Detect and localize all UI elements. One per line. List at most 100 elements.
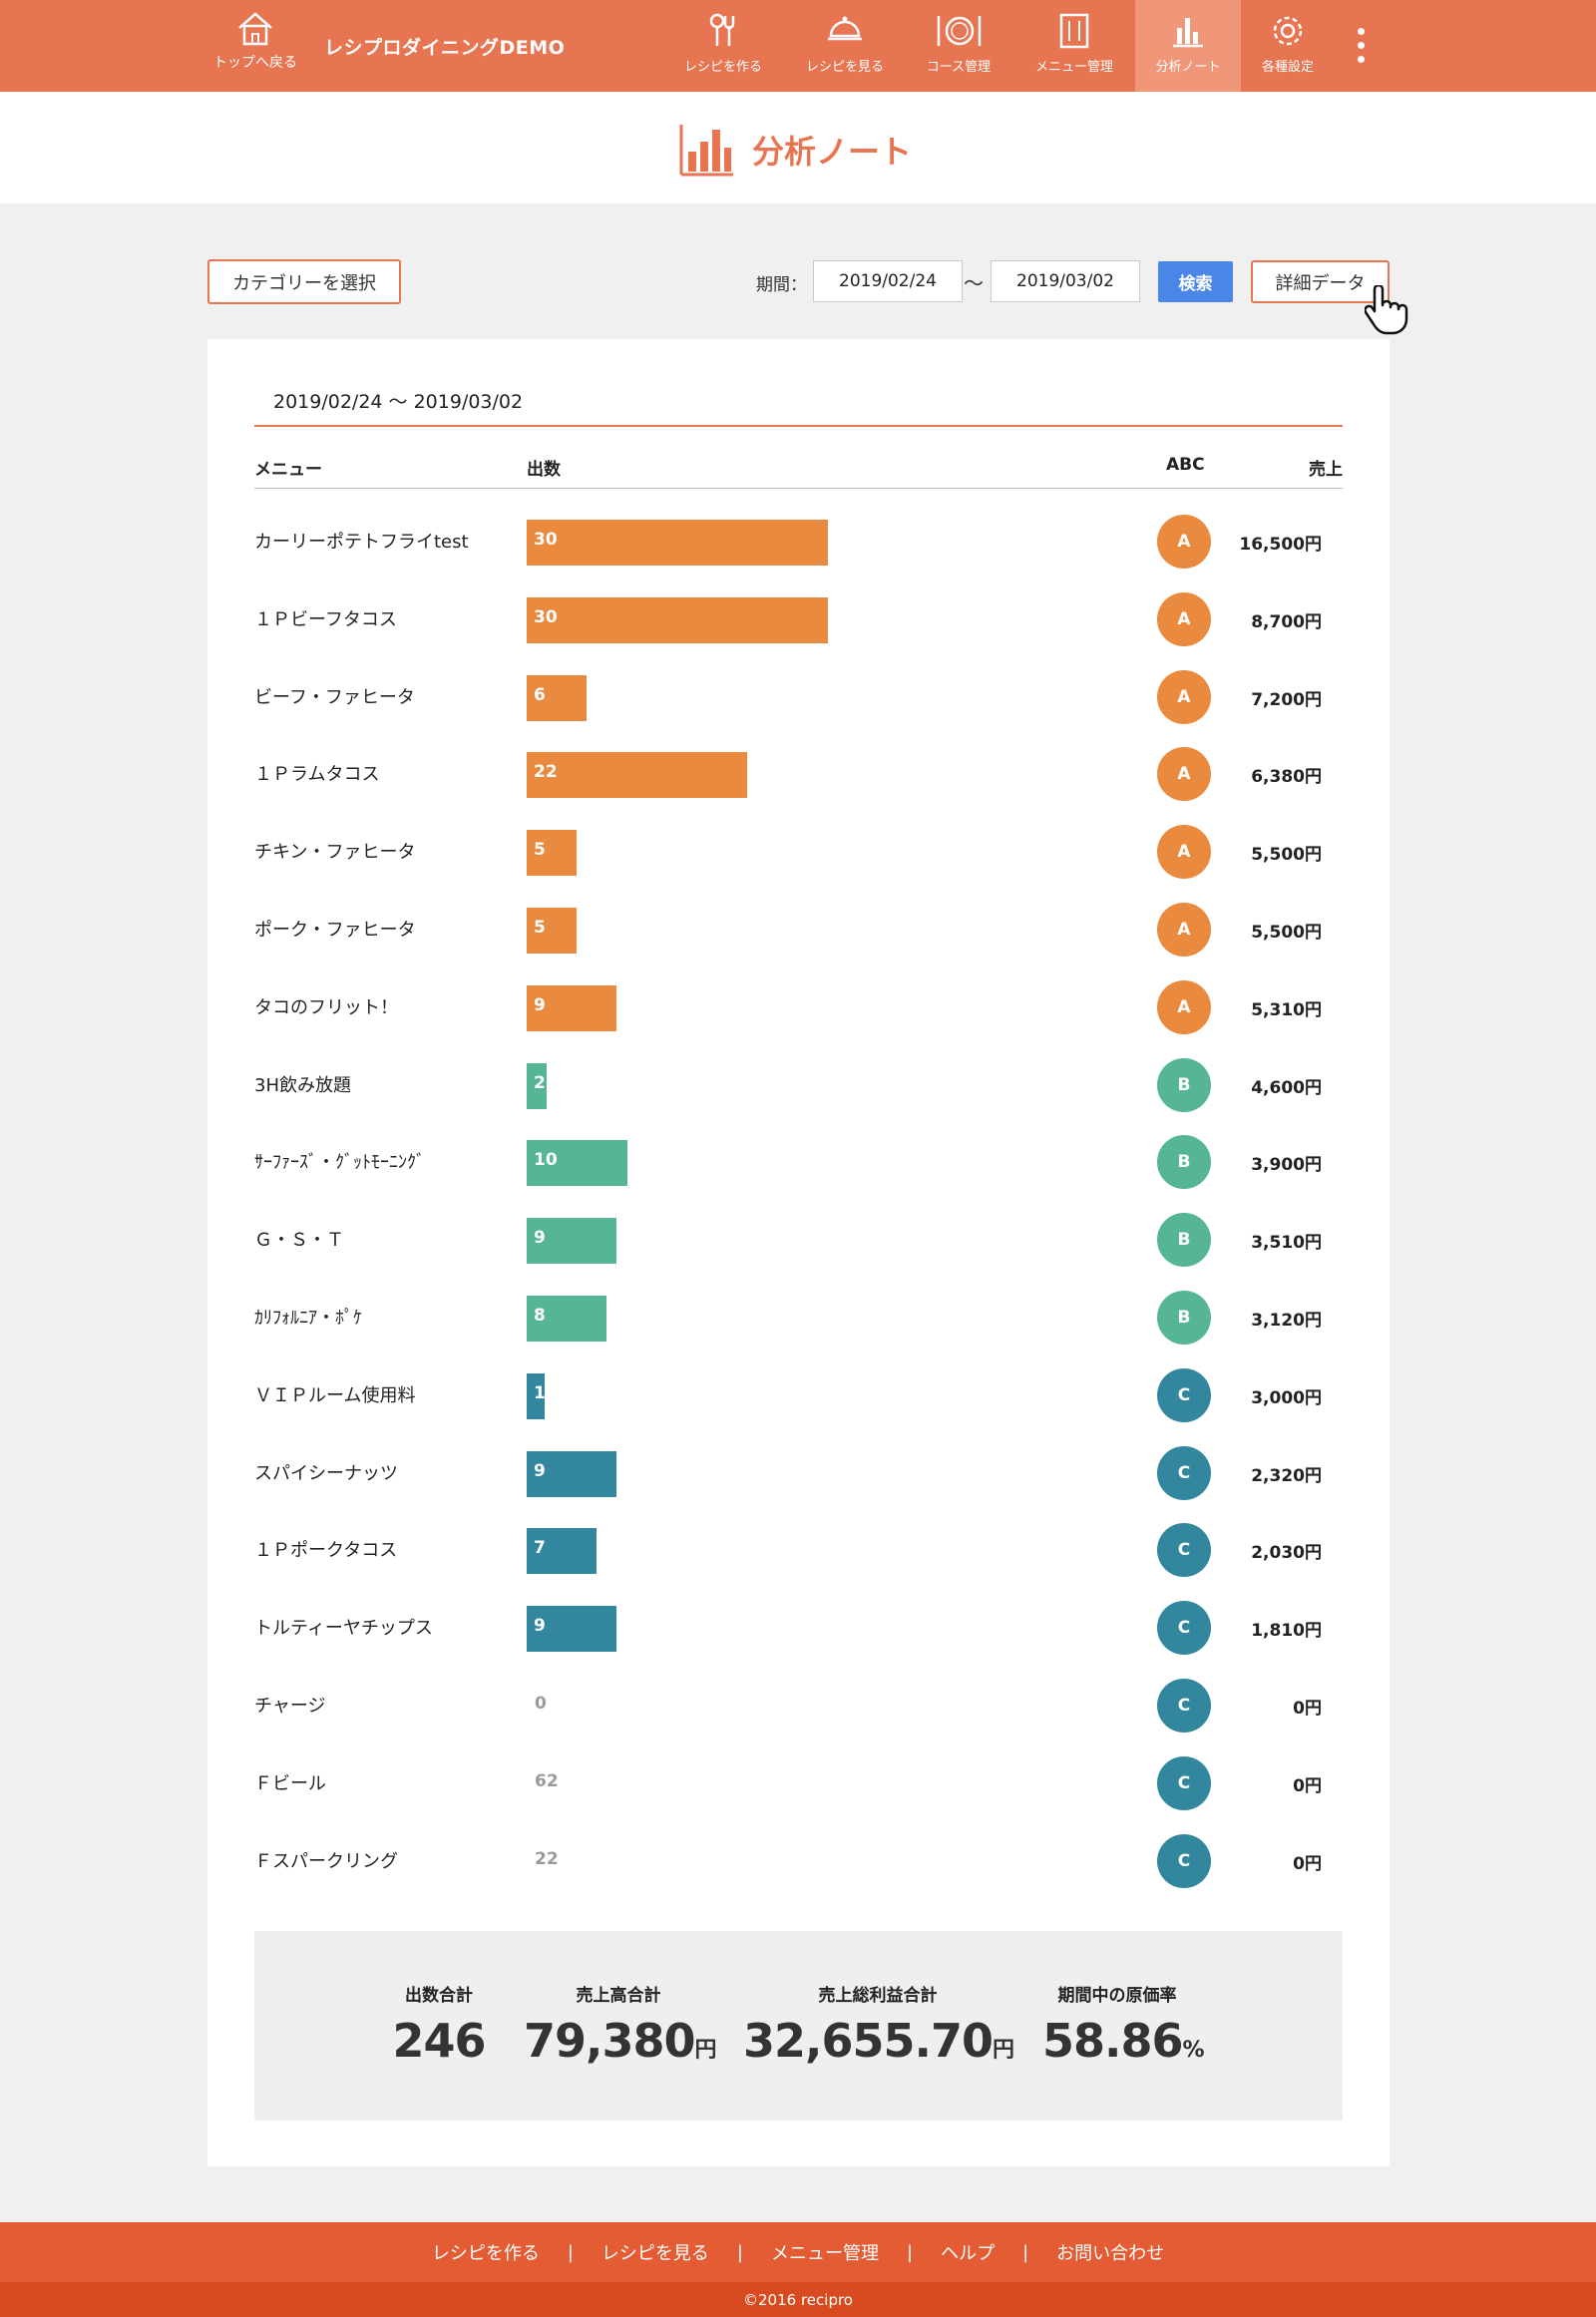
sales-amount: 4,600円: [1251, 1077, 1322, 1098]
sales-amount: 2,320円: [1251, 1465, 1322, 1486]
table-row: ｻｰﾌｧｰｽﾞ・ｸﾞｯﾄﾓｰﾆﾝｸﾞ 10 B 3,900円: [207, 1122, 1390, 1200]
count-label: 5: [534, 840, 546, 861]
menu-name: トルティーヤチップス: [254, 1618, 433, 1640]
sales-amount: 3,120円: [1251, 1311, 1322, 1331]
menu-card-icon: [1059, 13, 1089, 49]
count-label: 22: [534, 762, 558, 783]
bar-chart-icon: [1173, 18, 1203, 48]
abc-rank-badge: C: [1157, 1679, 1211, 1733]
footer-link[interactable]: メニュー管理: [771, 2243, 879, 2264]
nav-settings[interactable]: 各種設定: [1241, 0, 1335, 92]
count-bar: [527, 520, 828, 566]
home-button[interactable]: トップへ戻る: [205, 10, 305, 82]
nav-analysis-note[interactable]: 分析ノート: [1135, 0, 1241, 92]
table-row: １Ｐラムタコス 22 A 6,380円: [207, 734, 1390, 812]
count-label: 1: [534, 1382, 546, 1403]
count-bar: [527, 1218, 617, 1265]
footer-link[interactable]: ヘルプ: [941, 2243, 996, 2264]
page-title-text: 分析ノート: [752, 133, 913, 171]
category-select-button[interactable]: カテゴリーを選択: [207, 259, 401, 304]
count-bar: [527, 1296, 607, 1342]
detail-data-button[interactable]: 詳細データ: [1251, 260, 1390, 303]
sales-amount: 5,500円: [1251, 923, 1322, 943]
sales-amount: 16,500円: [1239, 535, 1322, 555]
count-bar: [527, 674, 588, 721]
count-label: 10: [534, 1150, 558, 1171]
count-bar: [527, 752, 748, 799]
count-label: 30: [534, 530, 558, 550]
sales-amount: 2,030円: [1251, 1543, 1322, 1564]
top-navigation-bar: トップへ戻る レシプロダイニングDEMO レシピを作る レシピを見る コース管理: [0, 0, 1596, 92]
table-row: ＶＩＰルーム使用料 1 C 3,000円: [207, 1355, 1390, 1433]
footer-link[interactable]: レシピを見る: [600, 2243, 709, 2264]
nav-label: 分析ノート: [1155, 60, 1221, 75]
menu-name: Ｆスパークリング: [254, 1850, 398, 1872]
period-label: 期間：: [756, 275, 807, 295]
cooking-utensils-icon: [709, 13, 735, 46]
sales-amount: 3,510円: [1251, 1233, 1322, 1254]
table-row: カーリーポテトフライtest 30 A 16,500円: [207, 502, 1390, 579]
nav-view-recipe[interactable]: レシピを見る: [786, 0, 904, 92]
more-menu-icon[interactable]: [1349, 24, 1373, 68]
menu-name: ビーフ・ファヒータ: [254, 686, 415, 708]
nav-course-management[interactable]: コース管理: [900, 0, 1017, 92]
table-row: トルティーヤチップス 9 C 1,810円: [207, 1588, 1390, 1666]
sales-amount: 5,500円: [1251, 845, 1322, 866]
table-row: タコのフリット！ 9 A 5,310円: [207, 967, 1390, 1045]
count-label: 9: [534, 1460, 546, 1481]
menu-name: １Ｐラムタコス: [254, 764, 380, 786]
count-label: 62: [535, 1770, 559, 1791]
menu-name: ｶﾘﾌｫﾙﾆｱ・ﾎﾟｹ: [254, 1308, 362, 1329]
count-bar: [527, 984, 617, 1031]
sales-amount: 7,200円: [1251, 689, 1322, 710]
stat-label: 出数合計: [405, 1986, 473, 2006]
abc-rank-badge: C: [1157, 1367, 1211, 1422]
stat-value: 58.86%: [1042, 2014, 1205, 2068]
count-label: 8: [534, 1306, 546, 1326]
abc-rank-badge: C: [1157, 1445, 1211, 1500]
page-title: 分析ノート: [678, 120, 912, 180]
menu-name: １Ｐポークタコス: [254, 1540, 398, 1562]
footer-links: レシピを作る | レシピを見る | メニュー管理 | ヘルプ | お問い合わせ: [0, 2222, 1596, 2282]
abc-rank-badge: B: [1157, 1057, 1211, 1112]
header-menu: メニュー: [254, 460, 322, 480]
abc-rank-badge: A: [1157, 591, 1211, 646]
table-row: ｶﾘﾌｫﾙﾆｱ・ﾎﾟｹ 8 B 3,120円: [207, 1278, 1390, 1355]
count-label: 9: [534, 1228, 546, 1249]
home-label: トップへ戻る: [213, 55, 297, 71]
menu-name: チキン・ファヒータ: [254, 842, 416, 864]
abc-rank-badge: C: [1157, 1601, 1211, 1656]
abc-rank-badge: B: [1157, 1291, 1211, 1345]
date-to-input[interactable]: [991, 260, 1140, 302]
menu-name: チャージ: [254, 1696, 326, 1717]
stat-value: 79,380円: [524, 2014, 717, 2068]
table-row: スパイシーナッツ 9 C 2,320円: [207, 1433, 1390, 1511]
table-row: ビーフ・ファヒータ 6 A 7,200円: [207, 657, 1390, 735]
menu-name: タコのフリット！: [254, 996, 398, 1018]
count-label: 6: [534, 684, 546, 705]
sales-amount: 0円: [1293, 1775, 1322, 1796]
count-label: 9: [534, 994, 546, 1015]
nav-menu-management[interactable]: メニュー管理: [1015, 0, 1133, 92]
table-row: チャージ 0 C 0円: [207, 1666, 1390, 1743]
plate-cutlery-icon: [937, 16, 982, 46]
footer-link[interactable]: お問い合わせ: [1056, 2243, 1165, 2264]
table-row: Ｆビール 62 C 0円: [207, 1743, 1390, 1821]
footer: レシピを作る | レシピを見る | メニュー管理 | ヘルプ | お問い合わせ: [0, 2222, 1596, 2282]
abc-rank-badge: B: [1157, 1213, 1211, 1268]
abc-rank-badge: A: [1157, 825, 1211, 880]
copyright: ©2016 recipro: [0, 2282, 1596, 2317]
nav-make-recipe[interactable]: レシピを作る: [664, 0, 782, 92]
menu-name: カーリーポテトフライtest: [254, 532, 469, 553]
header-abc: ABC: [1166, 455, 1205, 475]
search-button[interactable]: 検索: [1158, 261, 1233, 302]
footer-link[interactable]: レシピを作る: [431, 2243, 540, 2264]
count-bar: [527, 830, 578, 877]
count-bar: [527, 1528, 598, 1575]
abc-rank-badge: B: [1157, 1135, 1211, 1190]
date-from-input[interactable]: [813, 260, 963, 302]
table-row: ポーク・ファヒータ 5 A 5,500円: [207, 890, 1390, 967]
sales-amount: 3,900円: [1251, 1155, 1322, 1176]
count-bar: [527, 1606, 617, 1653]
menu-name: ｻｰﾌｧｰｽﾞ・ｸﾞｯﾄﾓｰﾆﾝｸﾞ: [254, 1152, 425, 1174]
